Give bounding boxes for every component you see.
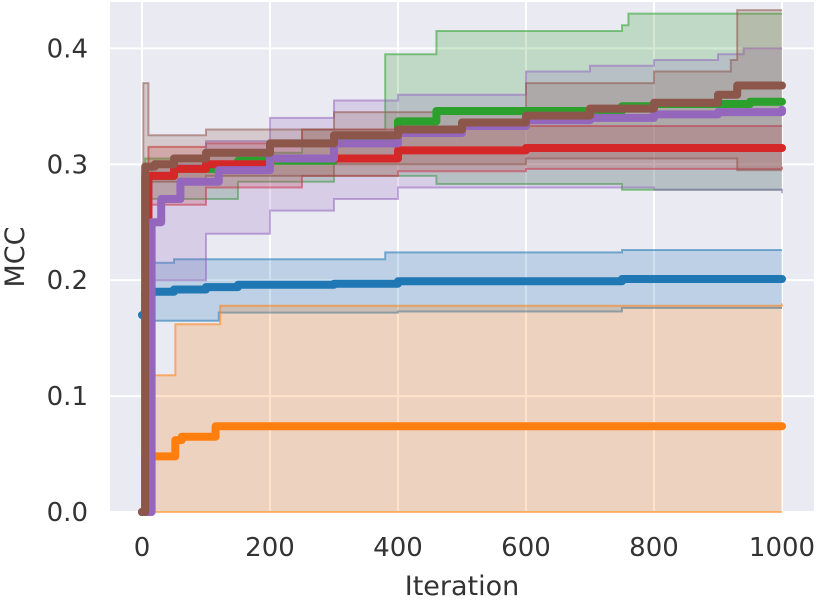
y-axis-label: MCC: [0, 226, 31, 287]
x-tick-labels: 0 200 400 600 800 1000: [134, 533, 815, 563]
y-tick-label: 0.4: [47, 34, 88, 64]
y-tick-label: 0.3: [47, 150, 88, 180]
x-tick-label: 0: [134, 533, 151, 563]
y-tick-label: 0.2: [47, 266, 88, 296]
band-brown: [142, 10, 782, 512]
x-axis-label: Iteration: [405, 571, 520, 602]
band-upper-brown: [142, 9, 782, 513]
x-tick-label: 600: [501, 533, 551, 563]
y-tick-label: 0.1: [47, 382, 88, 412]
band-lower-purple: [142, 186, 783, 513]
x-tick-label: 1000: [749, 533, 815, 563]
series-line-brown: [138, 81, 786, 516]
y-tick-label: 0.0: [47, 498, 88, 528]
band-orange: [142, 303, 782, 512]
x-tick-label: 400: [373, 533, 423, 563]
band-blue: [142, 250, 782, 339]
series-line-purple: [138, 105, 786, 516]
y-tick-labels: 0.0 0.1 0.2 0.3 0.4: [47, 34, 88, 528]
series-lines: [138, 81, 786, 516]
x-tick-label: 200: [245, 533, 295, 563]
x-tick-label: 800: [629, 533, 679, 563]
series-line-blue: [138, 275, 786, 319]
